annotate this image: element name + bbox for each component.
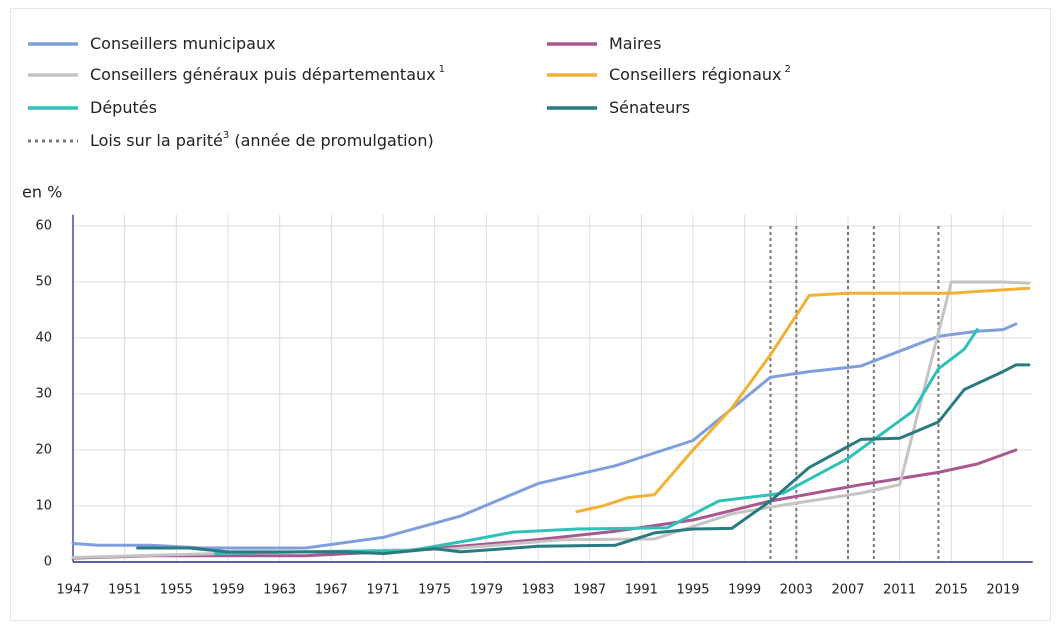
x-tick-label: 2007 (831, 583, 864, 598)
x-tick-label: 2003 (780, 583, 813, 598)
x-tick-label: 1951 (108, 583, 141, 598)
legend-label: Lois sur la parité3 (année de promulgati… (90, 130, 434, 150)
legend-name: Conseillers généraux puis départementaux (90, 65, 436, 84)
x-tick-label: 1967 (315, 583, 348, 598)
legend-label: Députés (90, 98, 157, 117)
x-tick-label: 1995 (676, 583, 709, 598)
frame (10, 8, 1051, 621)
legend-name: Conseillers régionaux (609, 65, 781, 84)
x-tick-label: 1959 (211, 583, 244, 598)
x-tick-label: 1955 (160, 583, 193, 598)
x-tick-label: 1987 (573, 583, 606, 598)
series-line (213, 328, 979, 556)
series-line (71, 280, 1031, 559)
y-tick-label: 0 (44, 555, 52, 570)
legend-label: Conseillers régionaux 2 (609, 64, 791, 84)
legend-label: Sénateurs (609, 98, 690, 117)
legend-label: Conseillers généraux puis départementaux… (90, 64, 445, 84)
y-tick-label: 10 (35, 499, 52, 514)
x-tick-label: 1975 (418, 583, 451, 598)
x-tick-label: 2011 (883, 583, 916, 598)
x-tick-label: 2015 (935, 583, 968, 598)
x-tick-label: 1999 (728, 583, 761, 598)
x-tick-label: 1971 (366, 583, 399, 598)
legend-label: Conseillers municipaux (90, 34, 276, 53)
series-line (575, 286, 1031, 514)
x-tick-label: 1991 (625, 583, 658, 598)
legend-name: Maires (609, 34, 661, 53)
legend-name: Lois sur la parité (90, 131, 223, 150)
x-tick-label: 2019 (986, 583, 1019, 598)
legend-name: Sénateurs (609, 98, 690, 117)
legend-name: Députés (90, 98, 157, 117)
x-tick-label: 1963 (263, 583, 296, 598)
legend-label: Maires (609, 34, 661, 53)
legend-name: Conseillers municipaux (90, 34, 276, 53)
series-line (136, 363, 1031, 556)
legend-suffix: (année de promulgation) (229, 131, 433, 150)
legend-note: 3 (223, 130, 229, 141)
x-tick-label: 1947 (56, 583, 89, 598)
legend-note: 1 (439, 64, 445, 75)
y-tick-label: 20 (35, 443, 52, 458)
x-tick-label: 1979 (470, 583, 503, 598)
y-tick-label: 30 (35, 387, 52, 402)
y-tick-label: 60 (35, 219, 52, 234)
x-tick-label: 1983 (521, 583, 554, 598)
series-line (71, 448, 1018, 560)
legend-note: 2 (784, 64, 790, 75)
y-tick-label: 40 (35, 331, 52, 346)
y-axis-label: en % (22, 183, 62, 202)
y-tick-label: 50 (35, 275, 52, 290)
